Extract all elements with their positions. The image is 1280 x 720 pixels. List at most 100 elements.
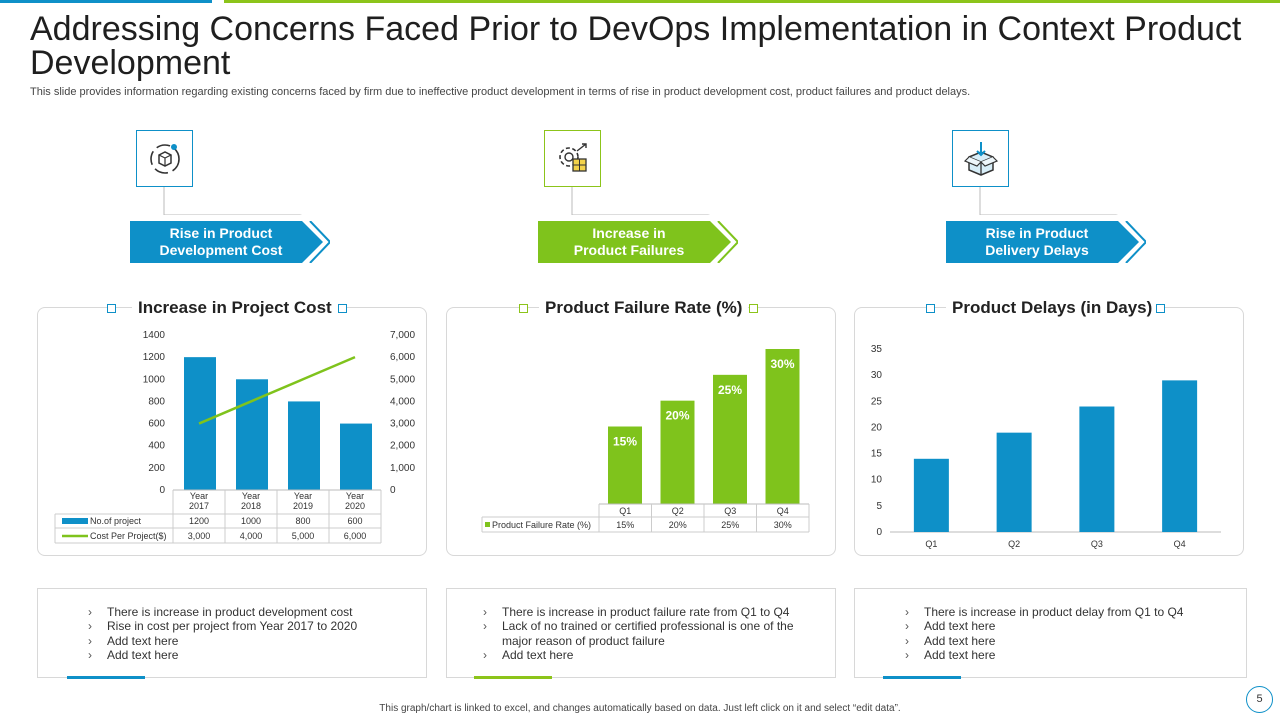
arrow-label-line1: Rise in Product [169, 225, 273, 241]
y-tick-label-left: 800 [148, 396, 165, 407]
x-category-label: Q1 [925, 539, 937, 549]
note-item: Rise in cost per project from Year 2017 … [88, 619, 418, 634]
x-category-label: Q4 [1174, 539, 1186, 549]
x-category-label: 2018 [241, 501, 261, 511]
y-tick-label-right: 2,000 [390, 441, 415, 452]
arrow-banner-failures: Increase in Product Failures [538, 221, 738, 263]
note-item: Lack of no trained or certified professi… [483, 619, 803, 648]
table-cell: 30% [774, 520, 792, 530]
x-category-label: Q3 [1091, 539, 1103, 549]
x-category-label: Q4 [777, 506, 789, 516]
package-box-icon [963, 142, 999, 176]
data-label: 30% [770, 357, 794, 371]
legend-label: Cost Per Project($) [90, 531, 167, 541]
title-square-marker [1156, 304, 1165, 313]
y-tick-label: 15 [871, 449, 883, 460]
legend-label: No.of project [90, 516, 142, 526]
table-cell: 25% [721, 520, 739, 530]
gear-box-icon [559, 143, 587, 172]
title-square-marker [749, 304, 758, 313]
legend-label: Product Failure Rate (%) [492, 520, 591, 530]
note-accent-bar [67, 676, 145, 679]
y-tick-label-left: 600 [148, 419, 165, 430]
y-tick-label-right: 5,000 [390, 374, 415, 385]
x-category-label: Year [190, 491, 208, 501]
gear-box-icon-box [544, 130, 601, 187]
bar [765, 349, 800, 504]
cost-line [198, 355, 356, 425]
y-tick-label: 35 [871, 344, 883, 355]
y-tick-label-right: 1,000 [390, 463, 415, 474]
bar [996, 432, 1032, 532]
arrow-label-line1: Increase in [592, 225, 666, 241]
arrow-label-line2: Development Cost [159, 242, 283, 258]
legend-swatch [485, 522, 490, 527]
table-cell: 4,000 [240, 531, 263, 541]
y-tick-label: 5 [876, 501, 882, 512]
x-category-label: Q2 [1008, 539, 1020, 549]
bar [660, 400, 695, 504]
table-cell: 800 [295, 516, 310, 526]
notes-list: There is increase in product development… [88, 605, 418, 663]
note-item: There is increase in product failure rat… [483, 605, 803, 620]
arrow-label-line2: Product Failures [573, 242, 685, 258]
y-tick-label: 10 [871, 475, 883, 486]
bar [608, 426, 642, 504]
y-tick-label-right: 4,000 [390, 396, 415, 407]
data-label: 15% [613, 435, 637, 449]
x-category-label: 2019 [293, 501, 313, 511]
y-tick-label-left: 1200 [143, 352, 166, 363]
y-tick-label-right: 0 [390, 485, 396, 496]
title-square-marker [926, 304, 935, 313]
connector-line-3 [979, 187, 1119, 215]
project-cost-chart: 0 200 400 600 800 1000 1200 1400 0 1,000 2,000 3,00… [54, 330, 415, 544]
connector-line-2 [571, 187, 711, 215]
y-tick-label: 20 [871, 422, 883, 433]
note-item: Add text here [905, 619, 1235, 634]
notes-list: There is increase in product failure rat… [483, 605, 803, 663]
bar [913, 458, 949, 532]
footer-note: This graph/chart is linked to excel, and… [379, 703, 901, 714]
x-category-label: 2020 [345, 501, 365, 511]
package-box-icon-box [952, 130, 1009, 187]
y-tick-label-right: 6,000 [390, 352, 415, 363]
connector-line-1 [163, 187, 303, 215]
table-cell: 5,000 [292, 531, 315, 541]
title-square-marker [338, 304, 347, 313]
slide-title: Addressing Concerns Faced Prior to DevOp… [30, 10, 1242, 82]
data-label: 25% [718, 383, 742, 397]
chart-title-failure-rate: Product Failure Rate (%) [539, 298, 749, 318]
chart-title-delays: Product Delays (in Days) [946, 298, 1159, 318]
bar [713, 374, 747, 504]
y-tick-label-left: 400 [148, 441, 165, 452]
failure-rate-chart: 15% 20% 25% 30% Q1 15% Q2 20% Q3 25% Q4 30% Product … [481, 349, 810, 533]
arrow-banner-delays: Rise in Product Delivery Delays [946, 221, 1146, 263]
notes-box-cost: There is increase in product development… [37, 588, 427, 678]
title-square-marker [519, 304, 528, 313]
notes-box-failures: There is increase in product failure rat… [446, 588, 836, 678]
top-accent-bar-blue [0, 0, 212, 3]
y-tick-label-left: 0 [159, 485, 165, 496]
product-cycle-icon [150, 144, 180, 174]
x-category-label: Q1 [619, 506, 631, 516]
table-cell: 20% [669, 520, 687, 530]
delays-chart: 0 5 10 15 20 25 30 35 Q1 Q2 Q3 Q4 [871, 344, 1221, 549]
y-tick-label: 25 [871, 396, 883, 407]
x-category-label: 2017 [189, 501, 209, 511]
note-item: Add text here [905, 634, 1235, 649]
table-cell: 1000 [241, 516, 261, 526]
table-cell: 15% [616, 520, 634, 530]
x-category-label: Year [242, 491, 260, 501]
legend-bar-swatch [62, 518, 88, 524]
note-item: There is increase in product delay from … [905, 605, 1235, 620]
note-accent-bar [474, 676, 552, 679]
arrow-label-line1: Rise in Product [985, 225, 1089, 241]
arrow-banner-cost: Rise in Product Development Cost [130, 221, 330, 263]
title-square-marker [107, 304, 116, 313]
note-item: Add text here [905, 648, 1235, 663]
top-accent-bar-green [224, 0, 1280, 3]
bar [1079, 406, 1115, 532]
note-item: Add text here [483, 648, 803, 663]
bar [288, 401, 320, 490]
table-cell: 1200 [189, 516, 209, 526]
